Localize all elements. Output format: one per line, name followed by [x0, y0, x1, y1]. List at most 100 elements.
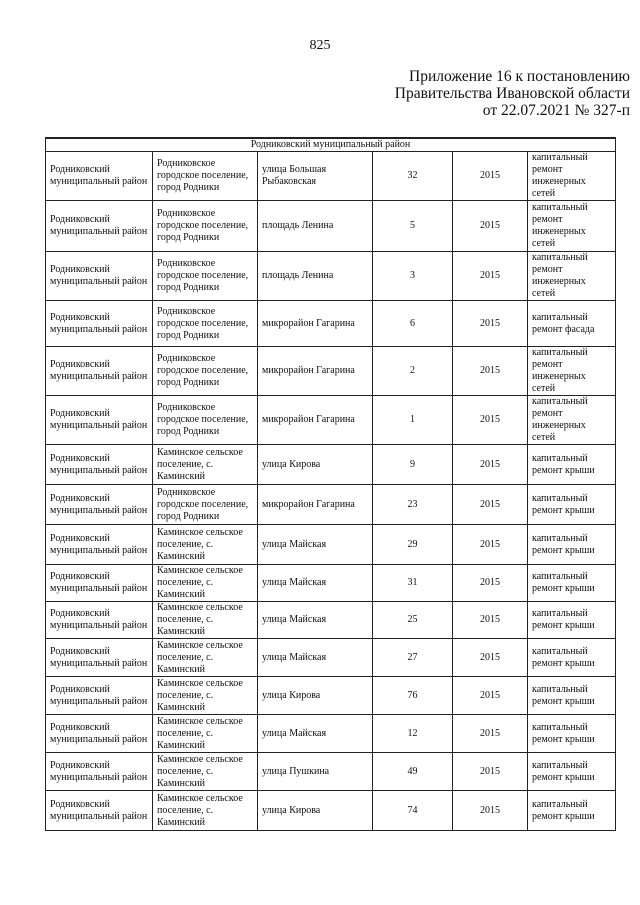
cell-district: Родниковский муниципальный район — [45, 714, 153, 753]
table-row: Родниковский муниципальный район Каминско… — [45, 714, 616, 753]
cell-district: Родниковский муниципальный район — [45, 151, 153, 201]
cell-year: 2015 — [452, 200, 528, 252]
cell-year: 2015 — [452, 300, 528, 347]
table-row: Родниковский муниципальный район Родников… — [45, 151, 616, 201]
cell-house: 3 — [372, 251, 453, 301]
page-number: 825 — [309, 38, 331, 53]
cell-year: 2015 — [452, 752, 528, 791]
cell-settlement: Каминское сельское поселение, с. Каминск… — [152, 564, 258, 602]
cell-house: 32 — [372, 151, 453, 201]
objects-table: Родниковский муниципальный район Роднико… — [45, 137, 616, 831]
cell-street: микрорайон Гагарина — [257, 395, 373, 445]
cell-settlement: Родниковское городское поселение, город … — [152, 251, 258, 301]
cell-work: капитальный ремонт крыши — [527, 564, 616, 602]
cell-street: улица Кирова — [257, 676, 373, 715]
cell-district: Родниковский муниципальный район — [45, 251, 153, 301]
cell-street: улица Пушкина — [257, 752, 373, 791]
cell-house: 74 — [372, 790, 453, 831]
cell-year: 2015 — [452, 601, 528, 639]
cell-district: Родниковский муниципальный район — [45, 444, 153, 485]
cell-work: капитальный ремонт инженерных сетей — [527, 151, 616, 201]
appendix-line: от 22.07.2021 № 327-п — [482, 102, 630, 119]
table-row: Родниковский муниципальный район Каминско… — [45, 752, 616, 791]
cell-house: 5 — [372, 200, 453, 252]
cell-street: улица Большая Рыбаковская — [257, 151, 373, 201]
cell-work: капитальный ремонт крыши — [527, 524, 616, 565]
cell-settlement: Родниковское городское поселение, город … — [152, 484, 258, 525]
cell-settlement: Каминское сельское поселение, с. Каминск… — [152, 676, 258, 715]
table-row: Родниковский муниципальный район Родников… — [45, 200, 616, 252]
cell-house: 31 — [372, 564, 453, 602]
table-row: Родниковский муниципальный район Родников… — [45, 251, 616, 301]
cell-district: Родниковский муниципальный район — [45, 790, 153, 831]
cell-year: 2015 — [452, 444, 528, 485]
cell-work: капитальный ремонт крыши — [527, 790, 616, 831]
cell-district: Родниковский муниципальный район — [45, 564, 153, 602]
table-row: Родниковский муниципальный район Каминско… — [45, 444, 616, 485]
cell-house: 1 — [372, 395, 453, 445]
cell-district: Родниковский муниципальный район — [45, 601, 153, 639]
cell-settlement: Каминское сельское поселение, с. Каминск… — [152, 790, 258, 831]
cell-street: микрорайон Гагарина — [257, 346, 373, 396]
cell-work: капитальный ремонт инженерных сетей — [527, 346, 616, 396]
cell-settlement: Родниковское городское поселение, город … — [152, 346, 258, 396]
cell-settlement: Каминское сельское поселение, с. Каминск… — [152, 638, 258, 677]
cell-settlement: Каминское сельское поселение, с. Каминск… — [152, 601, 258, 639]
cell-work: капитальный ремонт инженерных сетей — [527, 395, 616, 445]
cell-district: Родниковский муниципальный район — [45, 638, 153, 677]
cell-district: Родниковский муниципальный район — [45, 395, 153, 445]
cell-house: 9 — [372, 444, 453, 485]
cell-year: 2015 — [452, 251, 528, 301]
cell-street: улица Кирова — [257, 444, 373, 485]
cell-district: Родниковский муниципальный район — [45, 346, 153, 396]
section-header-row: Родниковский муниципальный район — [45, 137, 616, 152]
cell-district: Родниковский муниципальный район — [45, 752, 153, 791]
cell-district: Родниковский муниципальный район — [45, 300, 153, 347]
appendix-line: Приложение 16 к постановлению — [409, 68, 630, 85]
cell-year: 2015 — [452, 564, 528, 602]
cell-year: 2015 — [452, 395, 528, 445]
cell-house: 2 — [372, 346, 453, 396]
cell-settlement: Родниковское городское поселение, город … — [152, 151, 258, 201]
cell-work: капитальный ремонт крыши — [527, 638, 616, 677]
cell-settlement: Каминское сельское поселение, с. Каминск… — [152, 714, 258, 753]
cell-house: 29 — [372, 524, 453, 565]
cell-street: улица Майская — [257, 714, 373, 753]
cell-year: 2015 — [452, 638, 528, 677]
cell-house: 12 — [372, 714, 453, 753]
cell-district: Родниковский муниципальный район — [45, 200, 153, 252]
cell-street: улица Майская — [257, 564, 373, 602]
cell-year: 2015 — [452, 484, 528, 525]
table-row: Родниковский муниципальный район Родников… — [45, 484, 616, 525]
cell-year: 2015 — [452, 524, 528, 565]
cell-house: 76 — [372, 676, 453, 715]
cell-work: капитальный ремонт крыши — [527, 484, 616, 525]
cell-street: микрорайон Гагарина — [257, 300, 373, 347]
table-row: Родниковский муниципальный район Родников… — [45, 395, 616, 445]
cell-district: Родниковский муниципальный район — [45, 524, 153, 565]
table-row: Родниковский муниципальный район Каминско… — [45, 564, 616, 602]
cell-street: площадь Ленина — [257, 200, 373, 252]
table-row: Родниковский муниципальный район Каминско… — [45, 790, 616, 831]
cell-work: капитальный ремонт крыши — [527, 752, 616, 791]
cell-settlement: Каминское сельское поселение, с. Каминск… — [152, 752, 258, 791]
appendix-header: Приложение 16 к постановлению Правительс… — [395, 68, 630, 119]
cell-work: капитальный ремонт крыши — [527, 601, 616, 639]
cell-year: 2015 — [452, 151, 528, 201]
cell-settlement: Родниковское городское поселение, город … — [152, 300, 258, 347]
cell-work: капитальный ремонт крыши — [527, 444, 616, 485]
cell-settlement: Каминское сельское поселение, с. Каминск… — [152, 524, 258, 565]
cell-work: капитальный ремонт инженерных сетей — [527, 200, 616, 252]
cell-year: 2015 — [452, 790, 528, 831]
cell-work: капитальный ремонт инженерных сетей — [527, 251, 616, 301]
cell-street: улица Майская — [257, 601, 373, 639]
cell-house: 25 — [372, 601, 453, 639]
cell-year: 2015 — [452, 346, 528, 396]
cell-house: 49 — [372, 752, 453, 791]
section-title: Родниковский муниципальный район — [45, 137, 616, 152]
cell-settlement: Родниковское городское поселение, город … — [152, 200, 258, 252]
table-row: Родниковский муниципальный район Родников… — [45, 346, 616, 396]
cell-district: Родниковский муниципальный район — [45, 484, 153, 525]
cell-street: улица Майская — [257, 638, 373, 677]
